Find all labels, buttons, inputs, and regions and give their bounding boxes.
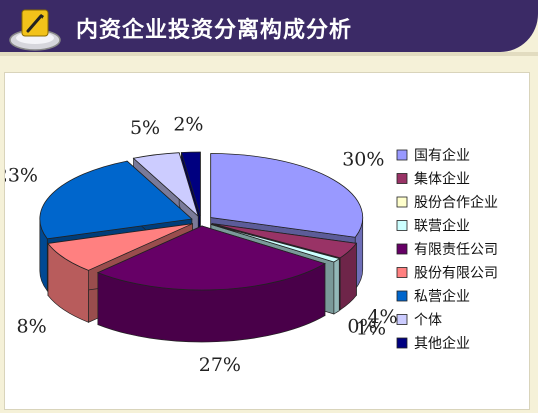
header-bar: 内资企业投资分离构成分析 bbox=[0, 0, 538, 56]
legend-label: 集体企业 bbox=[414, 171, 470, 188]
legend-item-state-owned: 国有企业 bbox=[396, 147, 470, 164]
data-label-joint-venture: 1% bbox=[356, 317, 386, 339]
data-label-joint-stock-limited: 8% bbox=[17, 315, 47, 337]
legend-swatch bbox=[396, 314, 408, 325]
legend-label: 国有企业 bbox=[414, 147, 470, 164]
legend-swatch bbox=[396, 243, 408, 255]
legend-item-joint-stock-limited: 股份有限公司 bbox=[396, 266, 498, 282]
legend-item-private: 私营企业 bbox=[396, 288, 470, 305]
data-label-other: 2% bbox=[173, 114, 203, 136]
legend-swatch bbox=[396, 337, 408, 349]
legend-label: 有限责任公司 bbox=[414, 242, 498, 258]
legend-swatch bbox=[396, 173, 408, 184]
legend-label: 个体 bbox=[414, 313, 442, 329]
header-divider bbox=[0, 52, 538, 56]
data-label-individual: 5% bbox=[130, 117, 160, 139]
data-label-private: 23% bbox=[5, 164, 38, 186]
chart-panel: 30% 4%0%1% 27% 8% 23% 5% 2% 国有企业集体企业股份合作企业联营企业… bbox=[4, 72, 530, 410]
data-label-limited-liability: 27% bbox=[199, 354, 241, 376]
legend-item-limited-liability: 有限责任公司 bbox=[396, 242, 498, 258]
data-label-collective: 4% bbox=[367, 306, 397, 328]
legend-item-individual: 个体 bbox=[396, 313, 442, 329]
legend-swatch bbox=[396, 290, 408, 302]
legend-label: 股份合作企业 bbox=[414, 194, 498, 211]
legend-swatch bbox=[396, 149, 408, 161]
page-title: 内资企业投资分离构成分析 bbox=[76, 18, 353, 43]
header-background bbox=[0, 0, 538, 52]
legend-swatch bbox=[396, 196, 408, 208]
legend-item-other: 其他企业 bbox=[396, 335, 470, 352]
legend-swatch bbox=[396, 220, 408, 231]
pie-area bbox=[39, 151, 364, 343]
pie-slice-limited-liability bbox=[96, 225, 326, 343]
pencil-badge-icon bbox=[9, 9, 61, 51]
legend-label: 其他企业 bbox=[414, 335, 470, 352]
legend-swatch bbox=[396, 267, 408, 278]
legend-item-joint-venture: 联营企业 bbox=[396, 218, 470, 235]
data-label-joint-stock-coop: 0% bbox=[347, 315, 377, 337]
data-label-state-owned: 30% bbox=[342, 148, 384, 170]
pie-chart: 30% 4%0%1% 27% 8% 23% 5% 2% 国有企业集体企业股份合作企业联营企业… bbox=[5, 114, 498, 376]
data-labels: 30% 4%0%1% 27% 8% 23% 5% 2% bbox=[5, 114, 398, 376]
legend-item-collective: 集体企业 bbox=[396, 171, 470, 188]
legend-label: 联营企业 bbox=[414, 218, 470, 235]
legend-item-joint-stock-coop: 股份合作企业 bbox=[396, 194, 498, 211]
legend-label: 股份有限公司 bbox=[414, 266, 498, 282]
legend-label: 私营企业 bbox=[414, 288, 470, 305]
